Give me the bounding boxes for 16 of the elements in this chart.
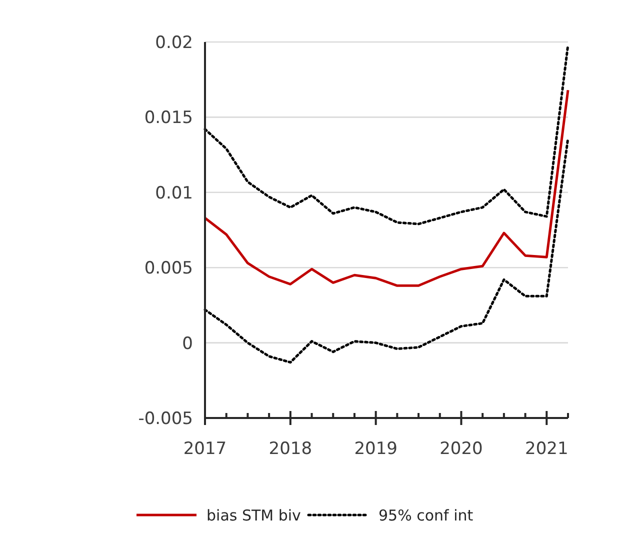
line-series	[204, 88, 570, 287]
line-series	[204, 137, 570, 364]
y-tick-label: 0.01	[155, 183, 193, 204]
y-tick-label: 0.005	[144, 258, 193, 279]
x-tick-label: 2020	[440, 439, 483, 459]
x-tick-label: 2021	[525, 439, 568, 459]
legend-label: 95% conf int	[378, 506, 474, 524]
y-tick-label: -0.005	[138, 408, 193, 429]
legend-label: bias STM biv	[206, 506, 302, 524]
y-tick-label: 0.02	[155, 32, 193, 53]
x-tick-label: 2019	[354, 439, 398, 459]
x-tick-label: 2018	[268, 439, 312, 459]
y-tick-label: 0	[182, 334, 193, 354]
y-tick-label: 0.015	[144, 108, 193, 128]
line-series	[204, 44, 570, 226]
x-tick-label: 2017	[183, 439, 227, 459]
